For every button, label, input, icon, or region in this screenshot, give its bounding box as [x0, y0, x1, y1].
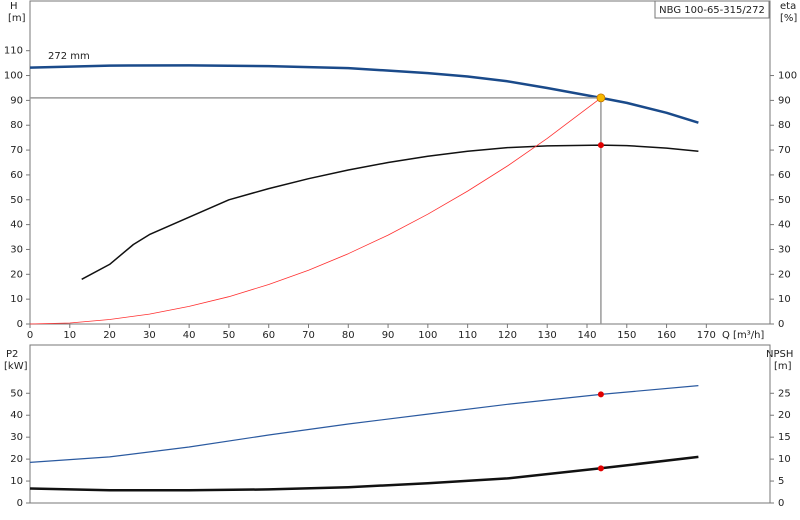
- operating-point: [597, 142, 604, 149]
- y-tick-label: 20: [10, 269, 23, 280]
- y2-tick-label: 80: [778, 120, 791, 131]
- y-tick-label: 40: [10, 410, 23, 421]
- y-tick-label: 30: [10, 244, 23, 255]
- x-tick-label: 140: [577, 330, 596, 341]
- y2-axis-label: eta: [780, 1, 796, 12]
- y-tick-label: 20: [10, 454, 23, 465]
- x-tick-label: 10: [63, 330, 76, 341]
- y-tick-label: 10: [10, 476, 23, 487]
- curve: [29, 64, 699, 124]
- annotation: 272 mm: [48, 51, 90, 62]
- y2-tick-label: 70: [778, 145, 791, 156]
- y-axis-label: P2: [6, 349, 18, 360]
- y2-tick-label: 20: [778, 269, 791, 280]
- y-tick-label: 100: [4, 71, 23, 82]
- operating-point: [597, 465, 604, 472]
- y2-tick-label: 5: [778, 476, 784, 487]
- y-tick-label: 90: [10, 95, 23, 106]
- curve: [29, 455, 699, 492]
- y2-tick-label: 15: [778, 432, 791, 443]
- x-tick-label: 110: [458, 330, 477, 341]
- y2-tick-label: 20: [778, 410, 791, 421]
- y2-tick-label: 0: [778, 319, 784, 330]
- operating-point: [597, 391, 604, 398]
- x-tick-label: 20: [103, 330, 116, 341]
- x-tick-label: 100: [418, 330, 437, 341]
- y2-tick-label: 60: [778, 170, 791, 181]
- y-tick-label: 50: [10, 195, 23, 206]
- y2-tick-label: 40: [778, 220, 791, 231]
- y-axis-unit: [kW]: [4, 361, 28, 372]
- y2-tick-label: 25: [778, 388, 791, 399]
- y-tick-label: 10: [10, 294, 23, 305]
- y2-tick-label: 30: [778, 244, 791, 255]
- curve: [29, 97, 602, 325]
- y2-tick-label: 50: [778, 195, 791, 206]
- x-tick-label: 60: [262, 330, 275, 341]
- y-tick-label: 0: [17, 319, 23, 330]
- x-tick-label: 160: [657, 330, 676, 341]
- plot-frame: [29, 344, 771, 504]
- y-axis-label: H: [10, 1, 18, 12]
- curve: [29, 385, 699, 463]
- y2-tick-label: 0: [778, 498, 784, 509]
- y-tick-label: 30: [10, 432, 23, 443]
- plot-frame: [29, 0, 771, 325]
- y-tick-label: 110: [4, 46, 23, 57]
- y-tick-label: 40: [10, 220, 23, 231]
- curve: [81, 144, 699, 280]
- y2-axis-unit: [%]: [780, 13, 797, 24]
- x-tick-label: 70: [302, 330, 315, 341]
- x-tick-label: 170: [697, 330, 716, 341]
- x-tick-label: 90: [382, 330, 395, 341]
- y-tick-label: 80: [10, 120, 23, 131]
- x-tick-label: 40: [183, 330, 196, 341]
- x-tick-label: 30: [143, 330, 156, 341]
- y2-tick-label: 90: [778, 95, 791, 106]
- y-tick-label: 0: [17, 498, 23, 509]
- y2-tick-label: 10: [778, 294, 791, 305]
- x-tick-label: 80: [342, 330, 355, 341]
- y-tick-label: 70: [10, 145, 23, 156]
- y-axis-unit: [m]: [8, 13, 26, 24]
- x-tick-label: 130: [538, 330, 557, 341]
- y2-axis-unit: [m]: [774, 361, 792, 372]
- x-tick-label: 150: [617, 330, 636, 341]
- operating-point: [596, 93, 606, 103]
- x-axis-label: Q [m³/h]: [722, 330, 764, 341]
- y-tick-label: 60: [10, 170, 23, 181]
- x-tick-label: 50: [223, 330, 236, 341]
- y2-tick-label: 100: [778, 71, 797, 82]
- x-tick-label: 0: [27, 330, 33, 341]
- y2-axis-label: NPSH: [766, 349, 793, 360]
- y2-tick-label: 10: [778, 454, 791, 465]
- x-tick-label: 120: [498, 330, 517, 341]
- y-tick-label: 50: [10, 388, 23, 399]
- chart-title: NBG 100-65-315/272: [659, 5, 765, 16]
